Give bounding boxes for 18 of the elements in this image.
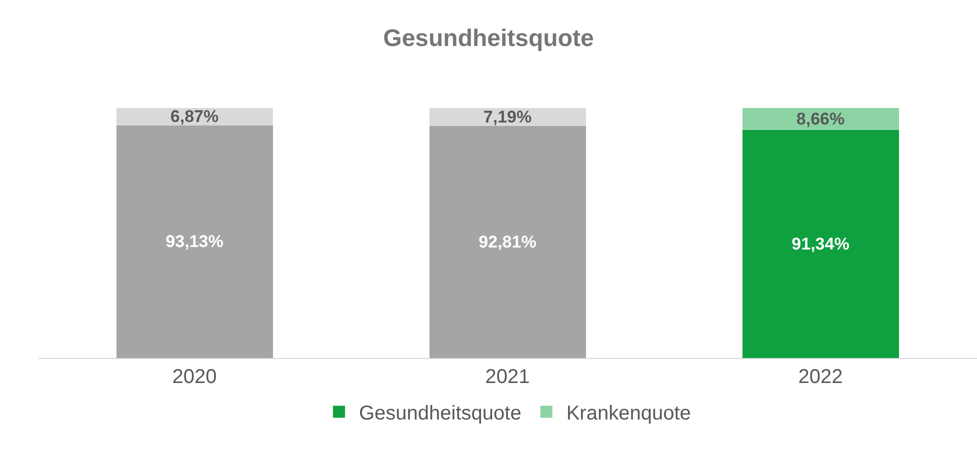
x-tick-label: 2021 [485,366,530,388]
bar [116,108,273,126]
legend-label: Krankenquote [566,402,691,424]
x-tick-label: 2022 [798,366,843,388]
data-label: 91,34% [792,234,850,254]
x-tick-label: 2020 [172,366,217,388]
data-label: 6,87% [170,107,219,126]
bar [429,126,586,358]
bar [742,130,899,358]
data-label: 93,13% [166,232,224,252]
data-label: 7,19% [483,108,532,127]
bar [116,125,273,358]
bar [429,108,586,126]
legend-label: Gesundheitsquote [359,402,522,424]
chart-title: Gesundheitsquote [383,25,594,52]
data-label: 92,81% [478,232,536,252]
data-label: 8,66% [796,109,845,128]
bar [742,108,899,130]
